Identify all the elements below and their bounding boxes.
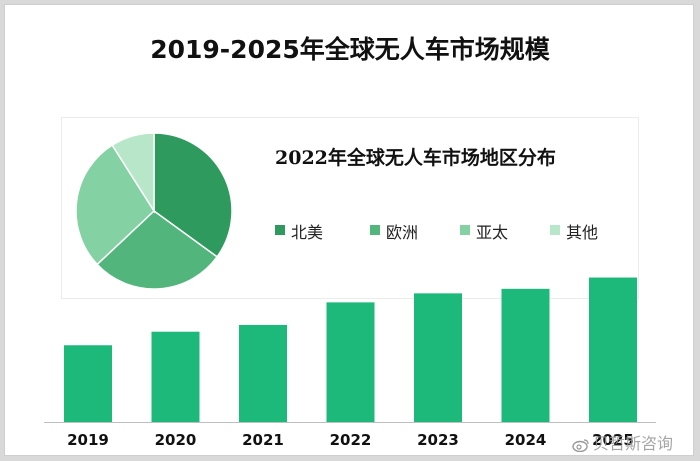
legend-label: 欧洲	[386, 223, 419, 242]
legend-label: 北美	[291, 223, 324, 242]
x-tick-label: 2025	[592, 431, 634, 449]
bar-2022	[326, 302, 375, 422]
pie-slice-0	[153, 132, 233, 258]
bar-2020	[151, 331, 200, 422]
legend-swatch	[370, 225, 380, 235]
pie-slice-2	[75, 144, 155, 266]
legend-item-other: 其他	[550, 219, 598, 243]
bar-2021	[239, 324, 287, 422]
legend-item-north-america: 北美	[275, 219, 323, 243]
watermark: 贝哲斯咨询	[572, 430, 673, 454]
bar-chart-title: 2019-2025年全球无人车市场规模	[150, 35, 550, 64]
x-tick-label: 2020	[155, 431, 197, 449]
legend-swatch	[550, 225, 560, 235]
legend-swatch	[275, 225, 285, 235]
bar-2023	[414, 293, 462, 422]
x-tick-label: 2024	[505, 431, 547, 449]
pie-slice-1	[96, 210, 219, 290]
legend-swatch	[460, 225, 470, 235]
bar-2025	[589, 277, 637, 422]
legend-item-europe: 欧洲	[370, 219, 418, 243]
pie-slice-3	[111, 132, 155, 214]
x-tick-label: 2019	[67, 431, 109, 449]
legend-item-asia-pacific: 亚太	[460, 219, 508, 243]
watermark-text: 贝哲斯咨询	[593, 434, 674, 453]
legend-label: 亚太	[476, 223, 509, 242]
pie-chart-title: 2022年全球无人车市场地区分布	[275, 147, 556, 169]
x-tick-label: 2023	[417, 431, 459, 449]
bar-2024	[501, 288, 550, 422]
bar-2019	[64, 345, 112, 422]
x-tick-label: 2022	[330, 431, 372, 449]
legend-label: 其他	[566, 223, 599, 242]
x-tick-label: 2021	[242, 431, 284, 449]
weibo-icon	[572, 437, 590, 452]
